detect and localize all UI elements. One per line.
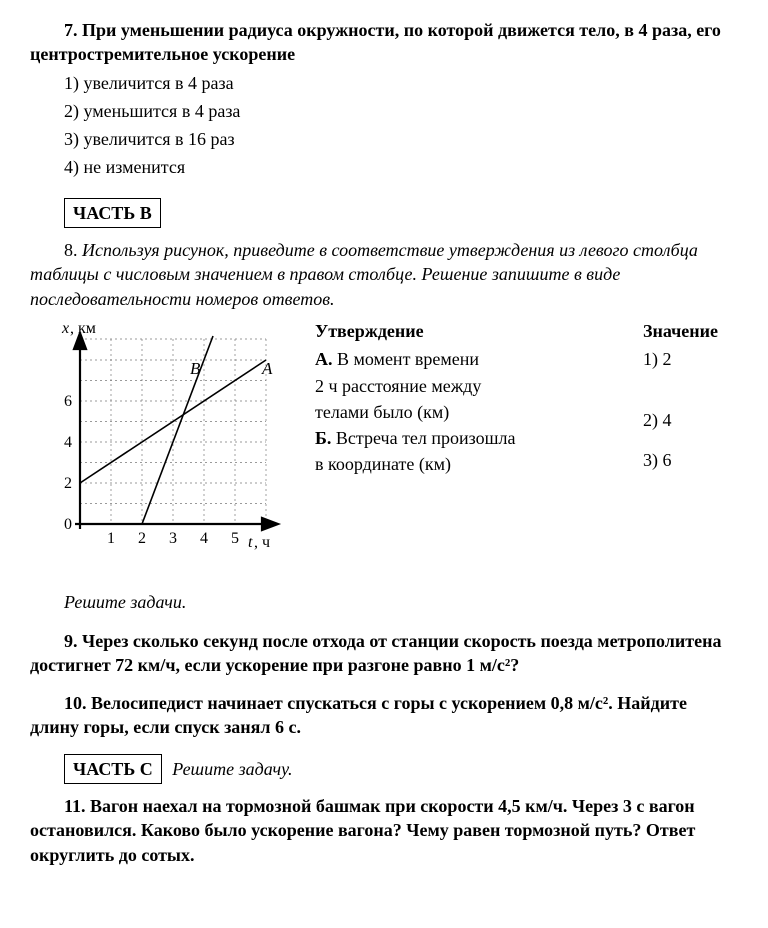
values-col: 1) 2 2) 4 3) 6 xyxy=(643,347,738,478)
svg-text:2: 2 xyxy=(64,475,72,492)
svg-text:6: 6 xyxy=(64,393,72,410)
stmt-a-1: В момент времени xyxy=(337,349,479,369)
line-b-label: B xyxy=(190,359,201,378)
q10: 10. Велосипедист начинает спускаться с г… xyxy=(30,691,738,740)
q7-stem: 7. При уменьшении радиуса окружности, по… xyxy=(30,18,738,67)
q8-number: 8. xyxy=(64,240,78,260)
table-body: А. В момент времени 2 ч расстояние между… xyxy=(315,347,738,478)
q9: 9. Через сколько секунд после отхода от … xyxy=(30,629,738,678)
part-c-row: ЧАСТЬ С Решите задачу. xyxy=(64,754,738,784)
q8-stem: 8. Используя рисунок, приведите в соотве… xyxy=(30,238,738,311)
stmt-b-1: Встреча тел произошла xyxy=(336,428,516,448)
solve-label: Решите задачи. xyxy=(30,590,738,614)
svg-text:2: 2 xyxy=(138,530,146,547)
q9-number: 9. xyxy=(64,631,78,651)
q10-text: Велосипедист начинает спускаться с горы … xyxy=(30,693,687,737)
svg-text:4: 4 xyxy=(200,530,208,547)
svg-text:3: 3 xyxy=(169,530,177,547)
th-statement: Утверждение xyxy=(315,319,643,343)
x-axis-label: t xyxy=(248,534,253,551)
part-c-after: Решите задачу. xyxy=(172,759,292,779)
y-axis-label: x xyxy=(61,320,69,337)
stmt-a-lead: А. xyxy=(315,349,337,369)
val-3: 3) 6 xyxy=(643,448,738,472)
y-ticks: 0 2 4 6 xyxy=(64,393,72,533)
svg-text:0: 0 xyxy=(64,516,72,533)
stmt-b-lead: Б. xyxy=(315,428,336,448)
chart-svg: x , км xyxy=(30,319,285,564)
q10-number: 10. xyxy=(64,693,87,713)
axes xyxy=(74,333,278,530)
q7-stem-text: При уменьшении радиуса окружности, по ко… xyxy=(30,20,721,64)
stmt-b-2: в координате (км) xyxy=(315,452,633,476)
chart: x , км xyxy=(30,319,285,570)
line-b xyxy=(142,336,213,524)
val-1: 1) 2 xyxy=(643,347,738,371)
svg-text:5: 5 xyxy=(231,530,239,547)
q11: 11. Вагон наехал на тормозной башмак при… xyxy=(30,794,738,867)
q11-number: 11. xyxy=(64,796,86,816)
part-c-box: ЧАСТЬ С xyxy=(64,754,162,784)
svg-text:4: 4 xyxy=(64,434,72,451)
match-table: Утверждение Значение А. В момент времени… xyxy=(285,319,738,479)
q8-stem-text: Используя рисунок, приведите в соответст… xyxy=(30,240,698,309)
th-value: Значение xyxy=(643,319,738,343)
val-2: 2) 4 xyxy=(643,408,738,432)
q7-number: 7. xyxy=(64,20,78,40)
stmt-a-2: 2 ч расстояние между xyxy=(315,374,633,398)
x-ticks: 1 2 3 4 5 xyxy=(107,530,239,547)
q8-row: x , км xyxy=(30,319,738,570)
q11-text: Вагон наехал на тормозной башмак при ско… xyxy=(30,796,695,865)
q7-opt1: 1) увеличится в 4 раза xyxy=(30,71,738,95)
line-a-label: A xyxy=(261,359,273,378)
svg-text:, ч: , ч xyxy=(254,534,270,551)
q9-text: Через сколько секунд после отхода от ста… xyxy=(30,631,721,675)
grid xyxy=(80,339,266,524)
part-b-box: ЧАСТЬ В xyxy=(64,198,161,228)
q7-opt2: 2) уменьшится в 4 раза xyxy=(30,99,738,123)
svg-text:1: 1 xyxy=(107,530,115,547)
q7-opt4: 4) не изменится xyxy=(30,155,738,179)
statements-col: А. В момент времени 2 ч расстояние между… xyxy=(315,347,643,478)
stmt-a-3: телами было (км) xyxy=(315,400,633,424)
svg-text:, км: , км xyxy=(70,320,96,337)
table-header: Утверждение Значение xyxy=(315,319,738,343)
q7-opt3: 3) увеличится в 16 раз xyxy=(30,127,738,151)
